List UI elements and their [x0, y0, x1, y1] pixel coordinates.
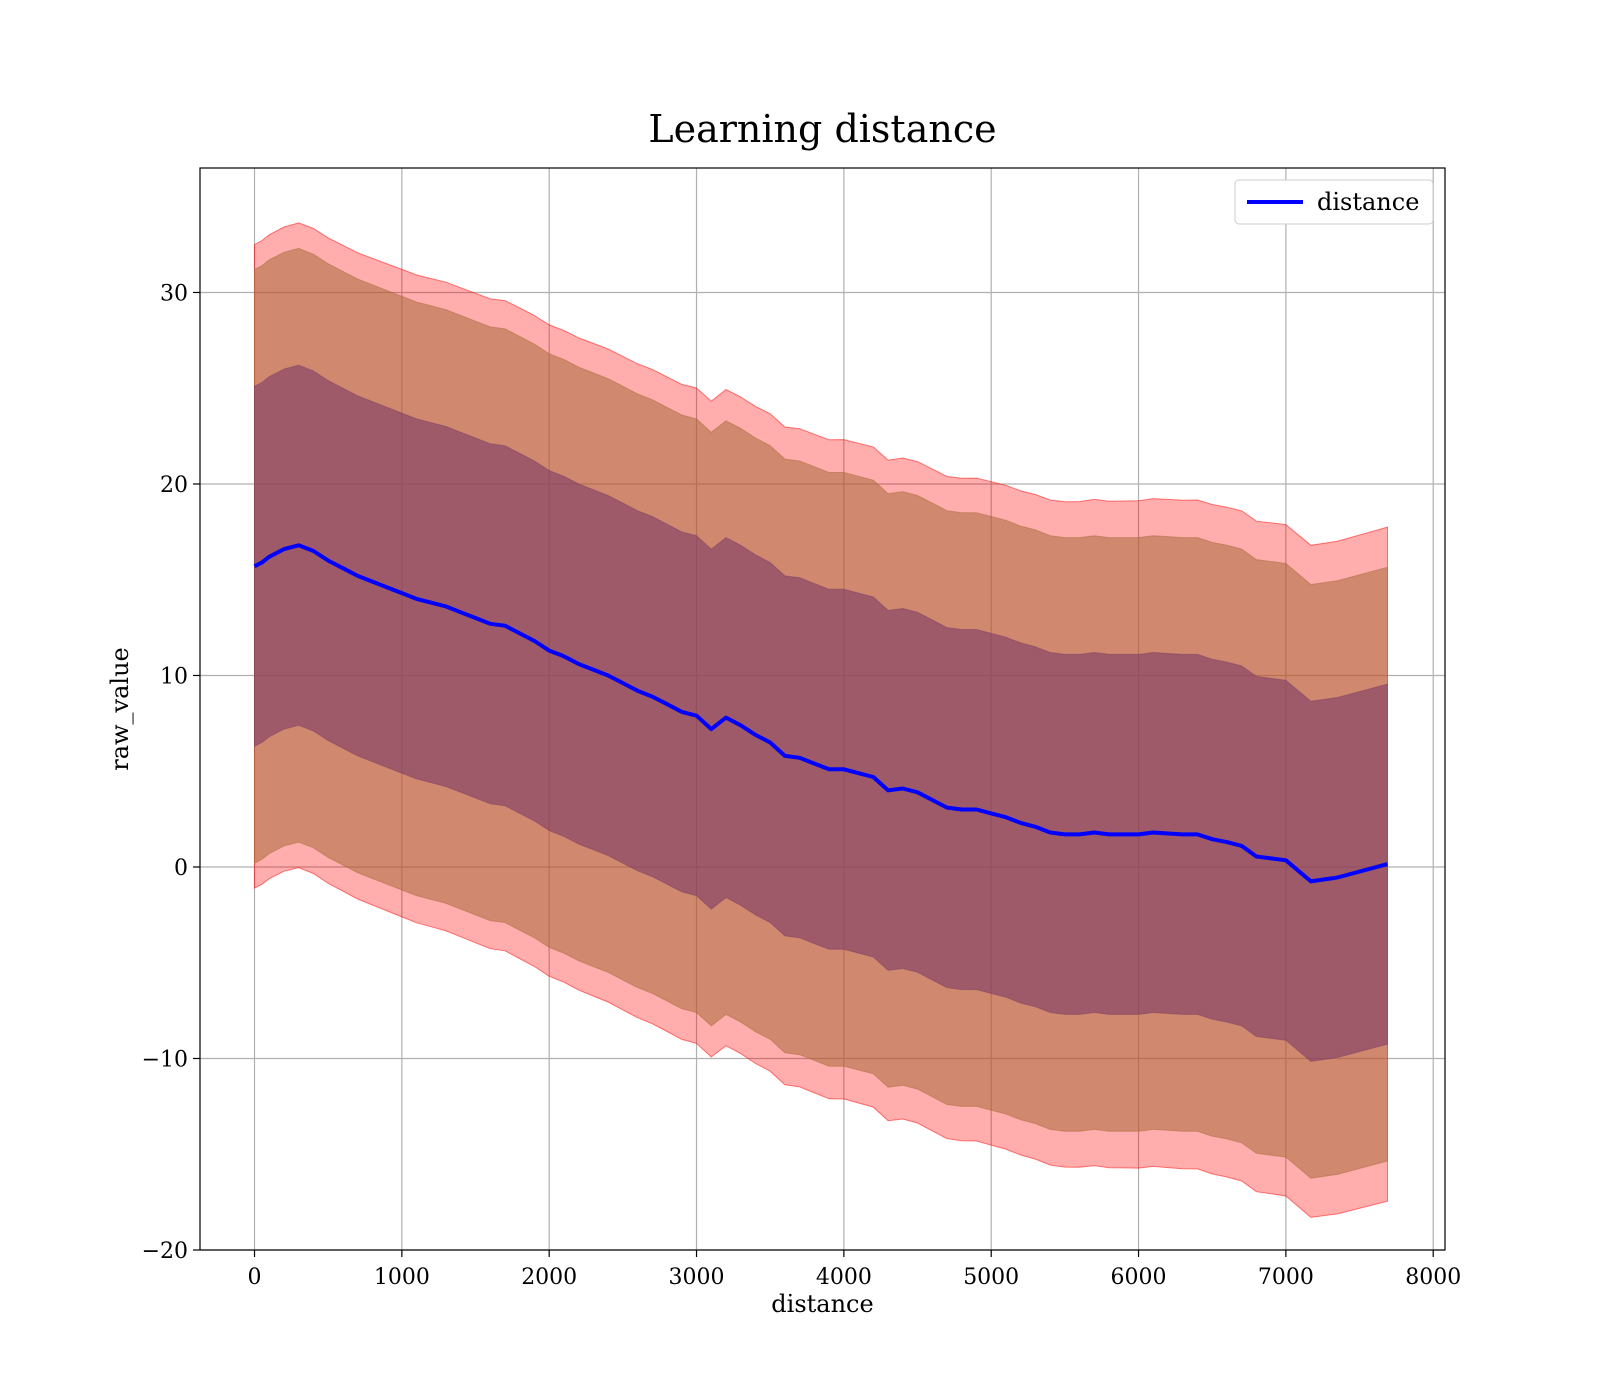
y-tick-label: 20 — [160, 473, 188, 498]
plot-area — [199, 167, 1446, 1251]
x-tick-label: 2000 — [521, 1265, 577, 1290]
legend-entry-distance: distance — [1317, 188, 1419, 216]
y-tick-label: 30 — [160, 281, 188, 306]
x-tick-label: 0 — [248, 1265, 262, 1290]
series-group — [253, 543, 1389, 884]
legend-box — [1234, 179, 1434, 225]
x-tick-label: 4000 — [816, 1265, 872, 1290]
band-inner — [254, 364, 1388, 1062]
legend: distance — [1234, 179, 1434, 225]
y-axis-ticks: −20 −10 0 10 20 30 — [142, 281, 200, 1264]
y-tick-label: −20 — [142, 1239, 188, 1264]
y-tick-label: 0 — [174, 856, 188, 881]
y-axis-label: raw_value — [106, 647, 134, 771]
y-tick-label: −10 — [142, 1047, 188, 1072]
plot-frame — [199, 167, 1446, 1251]
x-tick-label: 8000 — [1405, 1265, 1461, 1290]
x-tick-label: 5000 — [963, 1265, 1019, 1290]
x-tick-label: 1000 — [374, 1265, 430, 1290]
y-tick-label: 10 — [160, 664, 188, 689]
x-axis-label: distance — [771, 1290, 873, 1318]
confidence-bands — [254, 222, 1388, 1218]
series-line-distance — [253, 543, 1389, 884]
x-tick-label: 6000 — [1111, 1265, 1167, 1290]
x-tick-label: 7000 — [1258, 1265, 1314, 1290]
x-axis-ticks: 0 1000 2000 3000 4000 5000 6000 7000 8000 — [248, 1250, 1461, 1290]
x-tick-label: 3000 — [669, 1265, 725, 1290]
chart-title: Learning distance — [648, 107, 996, 151]
